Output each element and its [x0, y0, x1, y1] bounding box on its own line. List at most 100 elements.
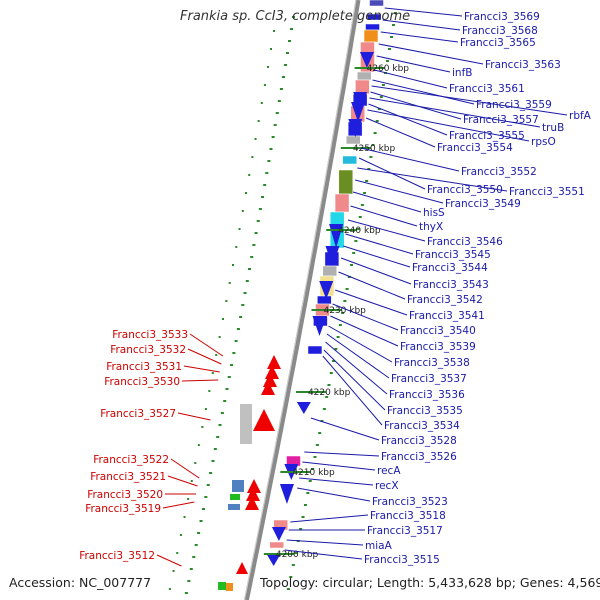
guide-dot — [208, 390, 211, 392]
guide-dot — [338, 324, 342, 326]
gene-label: Francci3_3517 — [367, 525, 443, 537]
gene-label: Francci3_3537 — [391, 373, 467, 385]
guide-dot — [227, 376, 231, 378]
guide-dot — [201, 426, 204, 428]
guide-dot — [230, 364, 234, 366]
guide-dot — [260, 102, 263, 104]
guide-dot — [271, 136, 275, 138]
guide-dot — [283, 64, 287, 66]
guide-dot — [239, 316, 243, 318]
gene-leader-line — [322, 355, 383, 426]
gene-label: Francci3_3534 — [384, 420, 460, 432]
guide-dot — [303, 504, 307, 506]
gene-block — [240, 404, 252, 444]
guide-dot — [387, 48, 391, 50]
gene-block — [342, 155, 357, 165]
gene-leader-line — [284, 549, 363, 560]
gene-leader-line — [167, 475, 198, 487]
guide-dot — [343, 300, 347, 302]
gene-leader-line — [378, 43, 484, 65]
guide-dot — [176, 552, 179, 554]
gene-label: Francci3_3533 — [112, 329, 188, 341]
guide-dot — [318, 432, 322, 434]
gene-leader-line — [290, 514, 369, 523]
guide-dot — [394, 12, 398, 14]
guide-dot — [189, 568, 193, 570]
gene-block — [322, 265, 337, 277]
gene-leader-line — [162, 501, 195, 509]
scale-tick-label: 4230 kbp — [323, 306, 366, 316]
guide-dot — [377, 108, 381, 110]
guide-dot — [199, 520, 203, 522]
guide-dot — [213, 448, 217, 450]
guide-dot — [315, 444, 319, 446]
gene-block — [365, 23, 380, 31]
guide-dot — [341, 312, 345, 314]
gene-arrow — [246, 487, 260, 501]
gene-label: rbfA — [569, 110, 592, 122]
gene-block — [366, 13, 382, 21]
gene-leader-line — [328, 325, 393, 363]
guide-dot — [266, 66, 269, 68]
guide-dot — [206, 484, 210, 486]
gene-label: Francci3_3550 — [427, 184, 503, 196]
scale-tick-label: 4220 kbp — [308, 388, 351, 398]
gene-block — [317, 295, 332, 305]
gene-leader-line — [365, 117, 436, 148]
accession-label: Accession: NC_007777 — [9, 575, 152, 590]
guide-dot — [216, 436, 220, 438]
guide-dot — [294, 552, 298, 554]
gene-label: Francci3_3519 — [85, 503, 161, 515]
gene-label: Francci3_3522 — [93, 454, 169, 466]
guide-dot — [269, 148, 273, 150]
guide-dot — [325, 396, 329, 398]
gene-leader-line — [347, 219, 426, 242]
guide-dot — [204, 496, 208, 498]
guide-dot — [313, 456, 317, 458]
gene-leader-line — [371, 85, 568, 116]
gene-label: Francci3_3512 — [79, 550, 155, 562]
gene-label: Francci3_3520 — [87, 489, 163, 501]
gene-label: Francci3_3539 — [400, 341, 476, 353]
guide-dot — [345, 288, 349, 290]
guide-dot — [245, 280, 249, 282]
gene-label: Francci3_3531 — [106, 361, 182, 373]
guide-dot — [352, 252, 356, 254]
gene-leader-line — [369, 97, 541, 128]
guide-dot — [311, 468, 315, 470]
guide-dot — [265, 172, 269, 174]
guide-dot — [308, 480, 312, 482]
guide-dot — [168, 588, 171, 590]
gene-label: Francci3_3551 — [509, 186, 585, 198]
gene-leader-line — [368, 103, 448, 136]
gene-block — [232, 480, 244, 492]
guide-dot — [197, 444, 200, 446]
guide-dot — [218, 424, 222, 426]
gene-block — [338, 169, 354, 195]
guide-dot — [269, 48, 272, 50]
guide-dot — [365, 180, 369, 182]
gene-label: Francci3_3540 — [400, 325, 476, 337]
guide-dot — [235, 246, 238, 248]
guide-dot — [289, 576, 293, 578]
gene-label: Francci3_3523 — [372, 496, 448, 508]
guide-dot — [179, 534, 182, 536]
gene-leader-line — [338, 271, 406, 300]
gene-label: Francci3_3527 — [100, 408, 176, 420]
guide-dot — [375, 120, 379, 122]
gene-block — [363, 29, 379, 43]
gene-leader-line — [350, 205, 418, 227]
guide-dot — [258, 208, 262, 210]
guide-dot — [254, 138, 257, 140]
gene-block — [228, 504, 240, 510]
gene-leader-line — [340, 257, 412, 285]
gene-leader-line — [181, 379, 219, 382]
scale-tick-label: 4200 kbp — [276, 550, 319, 560]
guide-dot — [371, 144, 375, 146]
gene-arrow — [266, 554, 281, 566]
guide-dot — [291, 564, 295, 566]
gene-label: thyX — [419, 221, 443, 233]
gene-label: Francci3_3538 — [394, 357, 470, 369]
guide-dot — [211, 372, 214, 374]
guide-dot — [243, 292, 247, 294]
